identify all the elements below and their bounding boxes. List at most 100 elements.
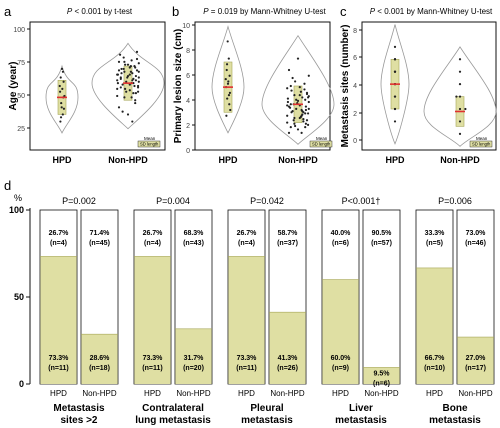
data-point — [117, 60, 121, 63]
data-point — [304, 108, 308, 112]
data-point — [296, 128, 300, 131]
bar-bottom-count: (n=18) — [89, 365, 110, 372]
y-tick-label: 50 — [17, 93, 25, 100]
data-point — [393, 70, 397, 73]
bar-top-count: (n=37) — [277, 240, 298, 247]
data-point — [224, 78, 227, 81]
data-point — [305, 92, 309, 96]
data-point — [120, 72, 123, 75]
data-point — [458, 107, 462, 111]
data-point — [134, 74, 138, 78]
data-point — [116, 73, 119, 76]
data-point — [131, 79, 134, 82]
data-point — [134, 92, 138, 95]
data-point — [289, 84, 292, 88]
data-point — [135, 69, 139, 72]
data-point — [227, 80, 230, 83]
y-tick-label: 6 — [353, 55, 357, 62]
bar-top-count: (n=6) — [332, 240, 349, 247]
data-point — [121, 83, 124, 86]
data-point — [124, 87, 127, 90]
data-point — [286, 121, 289, 124]
data-point — [226, 82, 230, 85]
bar-category-label: Non-HPD — [82, 389, 116, 398]
data-point — [458, 70, 462, 73]
data-point — [227, 94, 231, 97]
panel-letter-d: d — [4, 178, 11, 193]
data-point — [130, 59, 133, 62]
data-point — [134, 101, 137, 105]
group-title-line: sites >2 — [61, 415, 98, 426]
x-category-label: Non-HPD — [108, 155, 148, 165]
x-category-label: HPD — [385, 155, 405, 165]
violin-chart-c: P < 0.001 by Mann-Whitney U-test Metastas… — [340, 7, 497, 165]
plot-frame — [361, 21, 497, 151]
data-point — [296, 57, 300, 60]
data-point — [306, 123, 310, 126]
data-point — [61, 87, 64, 90]
data-point — [62, 80, 65, 83]
group-title-line: metastasis — [241, 415, 293, 426]
bar-group: P=0.004 26.7% (n=4) 73.3% (n=11) HPD 68.3% (n=4… — [133, 196, 213, 426]
bar-fill — [457, 337, 494, 384]
data-point — [300, 131, 303, 134]
data-point — [286, 97, 290, 100]
plot-frame — [29, 21, 166, 151]
bar-bottom-count: (n=20) — [183, 365, 204, 372]
plot-frame — [194, 21, 331, 151]
data-point — [116, 94, 119, 98]
x-category-label: Non-HPD — [440, 155, 480, 165]
data-point — [136, 86, 140, 89]
y-tick-label: 4 — [353, 83, 357, 90]
data-point — [393, 107, 397, 111]
data-point — [125, 90, 128, 93]
data-point — [134, 66, 137, 69]
data-point — [122, 56, 125, 59]
data-point — [306, 96, 310, 99]
bar-top-percent: 71.4% — [90, 230, 111, 237]
data-point — [62, 107, 66, 110]
data-point — [134, 79, 138, 82]
data-point — [304, 126, 307, 129]
legend-sd-swatch — [469, 140, 493, 148]
data-point — [293, 94, 296, 97]
data-point — [287, 131, 291, 134]
data-point — [137, 80, 140, 83]
data-point — [229, 108, 232, 112]
bar-category-label: Non-HPD — [364, 389, 398, 398]
panel-letter-a: a — [4, 4, 12, 19]
bar-top-percent: 33.3% — [425, 230, 446, 237]
data-point — [120, 67, 123, 71]
data-point — [227, 57, 230, 60]
data-point — [137, 70, 140, 73]
data-point — [124, 63, 127, 66]
bar-top-count: (n=43) — [183, 240, 204, 247]
data-point — [117, 69, 121, 72]
y-axis-label: Age (year) — [8, 62, 19, 111]
violin-outline — [261, 34, 335, 145]
data-point — [291, 76, 294, 80]
data-point — [125, 80, 128, 83]
violin-chart-a: P < 0.001 by t-test Age (year) 100 75 50 25 HP… — [8, 7, 166, 165]
data-point — [128, 89, 131, 92]
bar-bottom-count: (n=10) — [424, 365, 445, 372]
data-point — [132, 92, 135, 95]
data-point — [228, 103, 231, 106]
bar-fill — [40, 256, 77, 384]
y-tick-label: 25 — [17, 126, 25, 133]
bar-bottom-percent: 60.0% — [331, 355, 352, 362]
y-tick-label: 8 — [186, 48, 190, 55]
data-point — [118, 53, 122, 56]
data-point — [286, 104, 289, 107]
bar-top-count: (n=4) — [238, 240, 255, 247]
bar-category-label: Non-HPD — [458, 389, 492, 398]
bar-group: P=0.002 26.7% (n=4) 73.3% (n=11) HPD 71.4% (n=4… — [39, 196, 119, 426]
bar-fill — [322, 279, 359, 384]
p-value-label: P<0.001† — [342, 196, 381, 206]
data-point — [458, 120, 462, 123]
bar-bottom-percent: 73.3% — [49, 355, 70, 362]
data-point — [126, 76, 129, 79]
y-axis-label: % — [14, 193, 22, 203]
data-point — [226, 40, 229, 43]
data-point — [226, 97, 229, 100]
